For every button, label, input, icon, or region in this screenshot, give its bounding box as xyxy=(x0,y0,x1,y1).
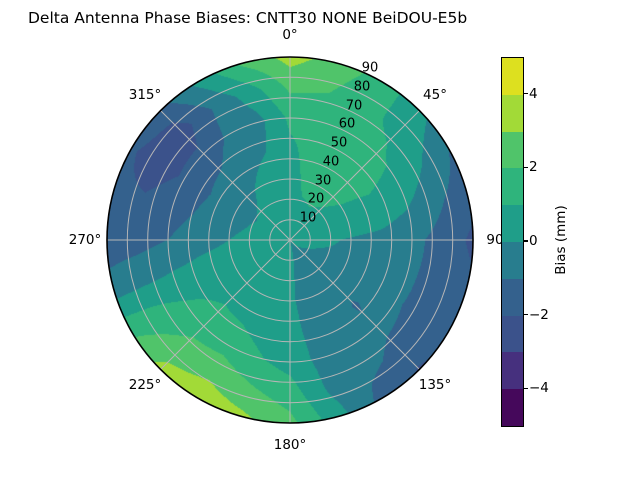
colorbar-segment xyxy=(502,94,523,132)
colorbar-tick-mark xyxy=(524,314,528,316)
radial-tick-label: 30 xyxy=(314,173,332,189)
colorbar-segment xyxy=(502,241,523,279)
colorbar-tick-label: 4 xyxy=(529,85,538,102)
colorbar-segment xyxy=(502,131,523,169)
colorbar-tick-label: −2 xyxy=(529,306,549,323)
grid-spoke xyxy=(160,110,291,241)
radial-tick-label: 40 xyxy=(322,154,340,170)
colorbar-tick-mark xyxy=(524,240,528,242)
colorbar-tick-mark xyxy=(524,166,528,168)
radial-tick-label: 80 xyxy=(353,79,371,95)
angular-tick-label: 315° xyxy=(128,87,162,103)
colorbar-tick-label: 0 xyxy=(529,233,538,249)
colorbar-segment xyxy=(502,168,523,206)
colorbar-tick-label: −4 xyxy=(529,380,549,397)
angular-tick-label: 90 xyxy=(486,232,504,248)
radial-tick-label: 90 xyxy=(361,60,379,76)
grid-spoke xyxy=(289,110,420,241)
radial-tick-label: 60 xyxy=(338,116,356,132)
grid-spoke xyxy=(160,239,291,370)
colorbar-axis-label: Bias (mm) xyxy=(553,205,569,275)
radial-tick-label: 70 xyxy=(345,98,363,114)
colorbar-tick-mark xyxy=(524,387,528,389)
angular-tick-label: 180° xyxy=(273,437,307,453)
colorbar xyxy=(501,57,524,427)
colorbar-segment xyxy=(502,205,523,242)
radial-tick-label: 20 xyxy=(307,191,325,207)
angular-tick-label: 225° xyxy=(128,377,162,393)
colorbar-segment xyxy=(502,315,523,353)
angular-tick-label: 45° xyxy=(423,87,447,103)
angular-tick-label: 270° xyxy=(68,232,102,248)
angular-tick-label: 0° xyxy=(282,27,298,43)
grid-spoke xyxy=(289,239,420,370)
colorbar-segment xyxy=(502,352,523,390)
radial-tick-label: 10 xyxy=(299,210,317,226)
angular-tick-label: 135° xyxy=(418,377,452,393)
colorbar-segment xyxy=(502,278,523,316)
colorbar-tick-label: 2 xyxy=(529,159,538,176)
colorbar-segment xyxy=(502,58,523,95)
colorbar-tick-mark xyxy=(524,93,528,95)
radial-tick-label: 50 xyxy=(330,135,348,151)
colorbar-segment xyxy=(502,389,523,426)
polar-outline xyxy=(106,56,474,424)
